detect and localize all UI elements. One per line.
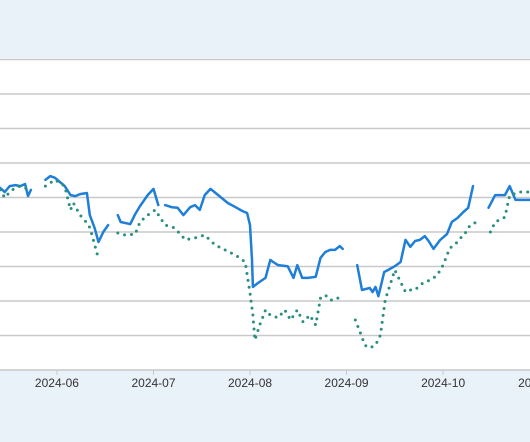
x-tick-label: 2024-08 [228,376,272,390]
x-tick-label: 2024-09 [325,376,369,390]
plot-area [0,58,530,370]
x-tick-label: 2024-06 [35,376,79,390]
x-tick-label: 2024-11 [518,376,530,390]
x-tick-label: 2024-10 [421,376,465,390]
series-line [0,174,530,298]
series-line [0,178,530,350]
x-tick-label: 2024-07 [131,376,175,390]
